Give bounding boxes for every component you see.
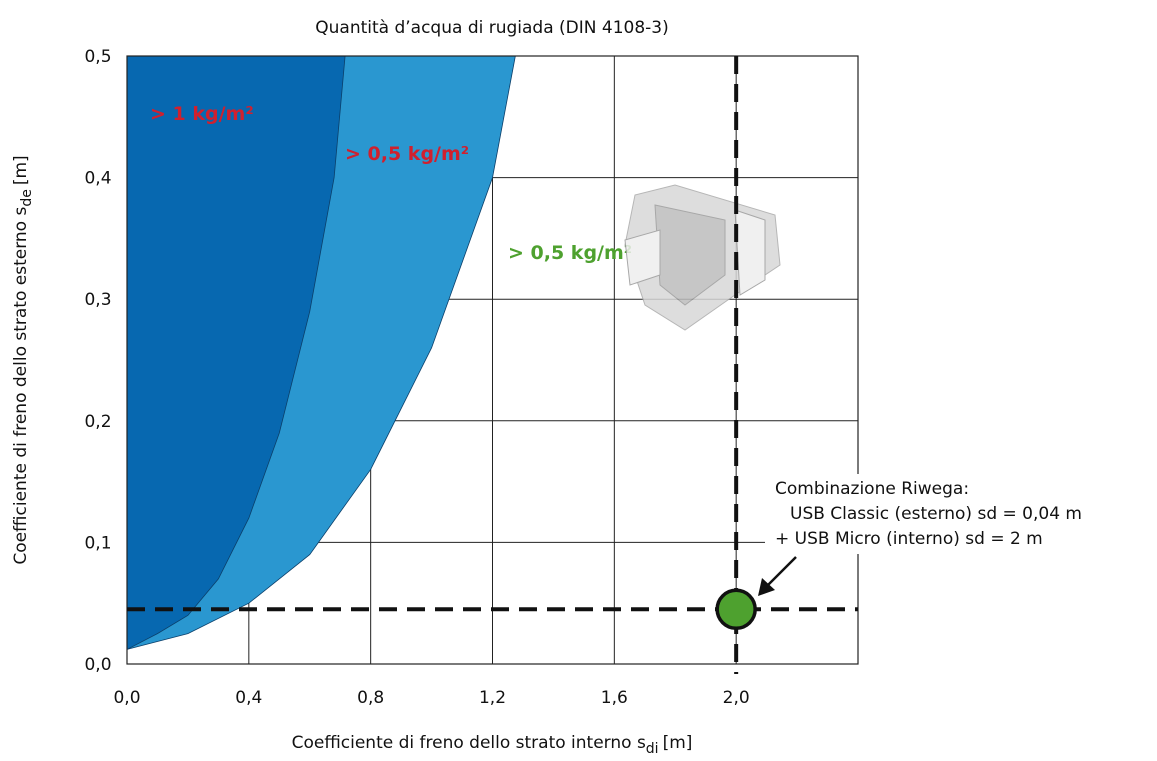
y-axis-label: Coefficiente di freno dello strato ester… (11, 155, 35, 564)
region-label: > 0,5 kg/m² (345, 143, 469, 165)
data-point (717, 590, 755, 628)
y-label-text: Coefficiente di freno dello strato ester… (11, 207, 31, 565)
x-tick-label: 0,4 (235, 688, 262, 708)
x-tick-label: 0,8 (357, 688, 384, 708)
y-tick-label: 0,0 (84, 655, 111, 675)
region-label: > 1 kg/m² (150, 103, 254, 125)
x-tick-label: 1,2 (479, 688, 506, 708)
icon-shape (735, 210, 765, 295)
y-tick-label: 0,4 (84, 169, 111, 189)
x-label-text: Coefficiente di freno dello strato inter… (292, 733, 646, 753)
y-tick-label: 0,5 (84, 47, 111, 67)
x-tick-label: 1,6 (601, 688, 628, 708)
chart: Quantità d’acqua di rugiada (DIN 4108-3)… (0, 0, 1157, 757)
timber-icon (625, 185, 780, 330)
arrow (768, 557, 796, 585)
region-label: > 0,5 kg/m² (508, 242, 632, 264)
y-tick-label: 0,1 (84, 533, 111, 553)
y-tick-label: 0,2 (84, 412, 111, 432)
x-tick-label: 2,0 (723, 688, 750, 708)
x-axis-label: Coefficiente di freno dello strato inter… (292, 733, 693, 757)
x-label-sub: di (646, 741, 659, 757)
y-label-unit: [m] (11, 155, 31, 185)
y-label-sub: de (19, 189, 35, 207)
chart-title: Quantità d’acqua di rugiada (DIN 4108-3) (315, 18, 669, 38)
y-tick-label: 0,3 (84, 290, 111, 310)
annotation: + USB Micro (interno) sd = 2 m (775, 529, 1043, 549)
x-label-unit: [m] (663, 733, 693, 753)
icon-shape (625, 230, 660, 285)
annotation: Combinazione Riwega: (775, 479, 969, 499)
x-tick-label: 0,0 (113, 688, 140, 708)
annotation: USB Classic (esterno) sd = 0,04 m (790, 504, 1082, 524)
